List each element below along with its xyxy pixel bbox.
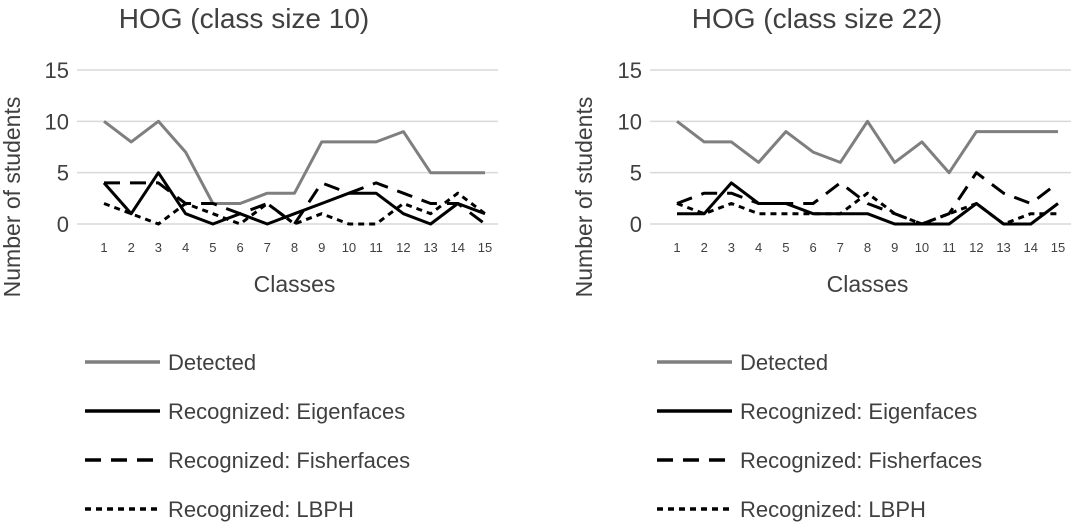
y-axis-label: Number of students bbox=[571, 97, 597, 298]
x-tick-label: 13 bbox=[996, 240, 1010, 255]
x-tick-label: 14 bbox=[1024, 240, 1038, 255]
y-tick-label: 0 bbox=[57, 212, 69, 237]
legend-label: Recognized: Fisherfaces bbox=[168, 448, 410, 473]
x-tick-label: 10 bbox=[342, 240, 356, 255]
x-tick-label: 15 bbox=[1051, 240, 1065, 255]
legend-label: Recognized: Eigenfaces bbox=[168, 399, 405, 424]
x-tick-label: 2 bbox=[128, 240, 135, 255]
y-tick-label: 5 bbox=[57, 161, 69, 186]
series-line-3 bbox=[104, 181, 486, 226]
x-tick-label: 12 bbox=[396, 240, 410, 255]
legend-label: Recognized: Fisherfaces bbox=[740, 448, 982, 473]
x-tick-label: 5 bbox=[782, 240, 789, 255]
x-tick-label: 9 bbox=[318, 240, 325, 255]
x-tick-label: 2 bbox=[701, 240, 708, 255]
x-tick-label: 13 bbox=[423, 240, 437, 255]
legend-label: Recognized: Eigenfaces bbox=[740, 399, 977, 424]
x-tick-label: 6 bbox=[809, 240, 816, 255]
y-tick-label: 0 bbox=[630, 212, 642, 237]
x-tick-label: 4 bbox=[182, 240, 189, 255]
x-tick-label: 7 bbox=[837, 240, 844, 255]
x-tick-label: 1 bbox=[673, 240, 680, 255]
x-axis-label: Classes bbox=[254, 271, 336, 297]
x-tick-label: 11 bbox=[369, 240, 383, 255]
x-tick-label: 3 bbox=[728, 240, 735, 255]
x-tick-label: 12 bbox=[969, 240, 983, 255]
x-tick-label: 7 bbox=[264, 240, 271, 255]
y-tick-label: 10 bbox=[45, 109, 69, 134]
series-line-3 bbox=[676, 171, 1059, 226]
y-tick-label: 10 bbox=[618, 109, 642, 134]
legend-label: Detected bbox=[168, 350, 256, 375]
x-tick-label: 6 bbox=[236, 240, 243, 255]
series-line-2 bbox=[102, 171, 486, 226]
series-line-4 bbox=[676, 191, 1058, 226]
x-tick-label: 4 bbox=[755, 240, 762, 255]
x-tick-label: 3 bbox=[155, 240, 162, 255]
x-tick-label: 14 bbox=[451, 240, 465, 255]
y-tick-label: 5 bbox=[630, 161, 642, 186]
x-tick-label: 11 bbox=[942, 240, 956, 255]
x-tick-label: 10 bbox=[915, 240, 929, 255]
y-tick-label: 15 bbox=[618, 58, 642, 83]
y-axis-label: Number of students bbox=[0, 97, 25, 298]
x-tick-label: 15 bbox=[478, 240, 492, 255]
chart-title: HOG (class size 10) bbox=[119, 3, 370, 34]
legend-label: Recognized: LBPH bbox=[740, 497, 926, 522]
x-tick-label: 1 bbox=[100, 240, 107, 255]
x-tick-label: 9 bbox=[891, 240, 898, 255]
chart-title: HOG (class size 22) bbox=[692, 3, 943, 34]
x-tick-label: 5 bbox=[209, 240, 216, 255]
series-line-4 bbox=[103, 191, 486, 226]
legend-label: Recognized: LBPH bbox=[168, 497, 354, 522]
x-tick-label: 8 bbox=[864, 240, 871, 255]
legend-label: Detected bbox=[740, 350, 828, 375]
series-line-1 bbox=[676, 119, 1058, 175]
series-line-1 bbox=[103, 119, 485, 205]
y-tick-label: 15 bbox=[45, 58, 69, 83]
x-tick-label: 8 bbox=[291, 240, 298, 255]
x-axis-label: Classes bbox=[827, 271, 909, 297]
